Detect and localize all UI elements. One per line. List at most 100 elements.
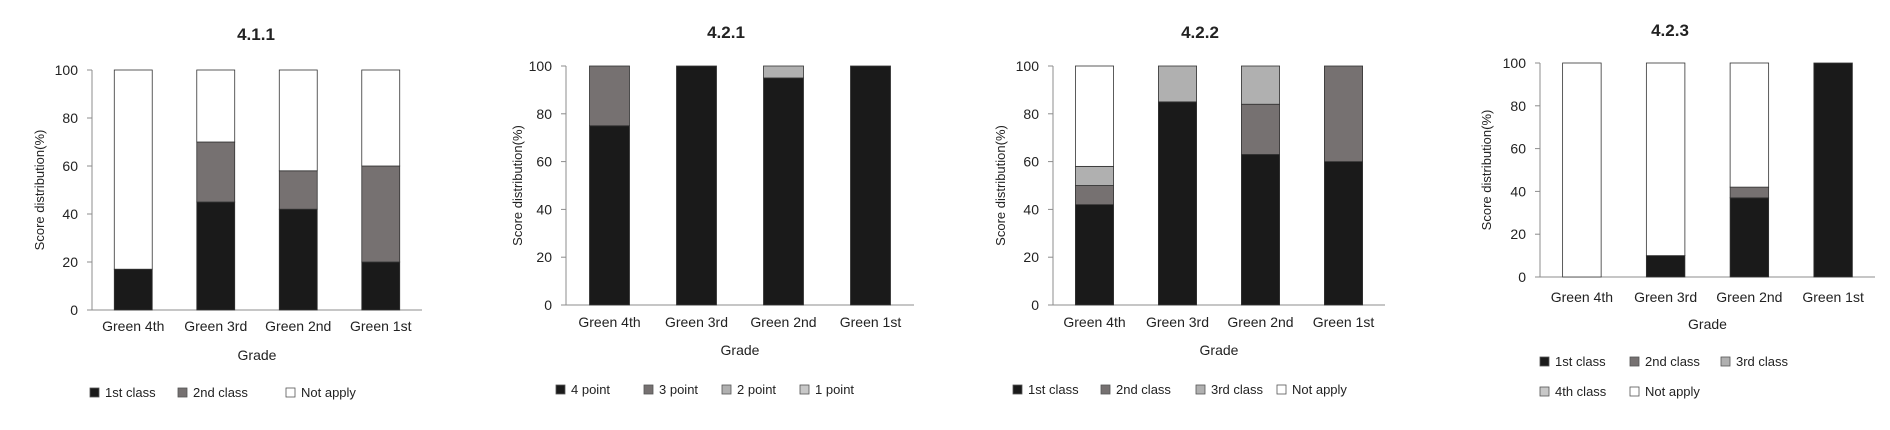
bar-segment-2nd-class: [1075, 185, 1114, 206]
y-tick-label: 60: [1023, 154, 1039, 170]
chart-title: 4.1.1: [237, 25, 275, 44]
x-tick-label: Green 1st: [840, 314, 902, 330]
x-tick-label: Green 1st: [1802, 289, 1864, 305]
y-tick-label: 60: [536, 154, 552, 170]
bar-segment-1st-class: [361, 261, 401, 311]
x-axis-label: Grade: [238, 347, 277, 363]
bar-segment-1st-class: [1645, 255, 1686, 278]
legend-label: 4th class: [1555, 384, 1607, 399]
bar-segment-1st-class: [1729, 197, 1770, 278]
legend-swatch: [1539, 356, 1550, 367]
legend-swatch: [1629, 356, 1640, 367]
legend-swatch: [1012, 384, 1023, 395]
legend-label: Not apply: [301, 385, 356, 400]
chart-title: 4.2.1: [707, 23, 745, 42]
legend-swatch: [1100, 384, 1111, 395]
y-axis-label: Score distribution(%): [993, 125, 1008, 246]
bar-segment-not-apply: [278, 69, 318, 172]
bar-segment-not-apply: [1075, 65, 1114, 167]
x-tick-label: Green 2nd: [750, 314, 816, 330]
legend-label: 2 point: [737, 382, 776, 397]
legend-label: 3rd class: [1211, 382, 1264, 397]
x-tick-label: Green 4th: [578, 314, 640, 330]
legend-swatch: [1195, 384, 1206, 395]
bar-segment-1st-class: [278, 208, 318, 311]
y-tick-label: 80: [1023, 106, 1039, 122]
y-tick-label: 40: [1023, 201, 1039, 217]
chart-4-2-3: 4.2.3 0 20 40 60 80 100 Score distribution(%) Gr…: [1479, 21, 1875, 399]
y-axis-label: Score distribution(%): [1479, 110, 1494, 231]
legend-swatch: [177, 387, 188, 398]
legend-swatch: [721, 384, 732, 395]
bar-segment-1st-class: [113, 268, 153, 311]
bar-segment-not-apply: [1562, 62, 1602, 278]
y-tick-label: 60: [1510, 141, 1526, 157]
x-tick-label: Green 4th: [102, 318, 164, 334]
bar-segment-1st-class: [1158, 101, 1197, 306]
y-tick-label: 40: [1510, 183, 1526, 199]
x-tick-label: Green 4th: [1063, 314, 1125, 330]
bar-segment-3rd-class: [1158, 65, 1197, 103]
chart-4-2-2: 4.2.2 0 20 40 60 80 100 Score distribution(%) Gr…: [993, 23, 1385, 397]
bar-segment-2nd-class: [1729, 186, 1770, 199]
legend-swatch: [89, 387, 100, 398]
bar-segment-2nd-class: [1324, 65, 1363, 162]
bar-segment-1st-class: [1241, 154, 1280, 306]
bar-segment-3rd-class: [1075, 165, 1114, 186]
bar-segment-3rd-class: [1241, 65, 1280, 105]
y-tick-label: 80: [536, 106, 552, 122]
bar-segment-1st-class: [1075, 204, 1114, 306]
y-tick-label: 20: [1023, 249, 1039, 265]
bar-segment-4-point: [589, 125, 630, 306]
x-tick-label: Green 3rd: [665, 314, 728, 330]
y-tick-label: 100: [529, 58, 553, 74]
legend-swatch: [555, 384, 566, 395]
y-axis-label: Score distribution(%): [510, 125, 525, 246]
bar-segment-4-point: [763, 77, 804, 306]
x-tick-label: Green 2nd: [1716, 289, 1782, 305]
y-tick-label: 20: [62, 254, 78, 270]
y-tick-label: 60: [62, 158, 78, 174]
chart-title: 4.2.2: [1181, 23, 1219, 42]
legend-label: 1 point: [815, 382, 854, 397]
y-tick-label: 40: [536, 201, 552, 217]
legend-swatch: [285, 387, 296, 398]
bar-segment-4-point: [676, 65, 717, 306]
y-tick-label: 80: [1510, 98, 1526, 114]
y-tick-label: 0: [1518, 269, 1526, 285]
x-tick-label: Green 2nd: [265, 318, 331, 334]
bar-segment-1st-class: [196, 201, 236, 311]
chart-title: 4.2.3: [1651, 21, 1689, 40]
legend-swatch: [1629, 386, 1640, 397]
legend-label: 1st class: [105, 385, 156, 400]
bar-segment-not-apply: [196, 69, 236, 143]
y-tick-label: 20: [1510, 226, 1526, 242]
bar-segment-1st-class: [1324, 161, 1363, 306]
y-tick-label: 100: [55, 62, 79, 78]
legend-swatch: [1539, 386, 1550, 397]
chart-4-1-1: 4.1.1 0 20 40 60 80 100 Score distribution(%) Gr…: [32, 25, 422, 400]
legend-swatch: [1720, 356, 1731, 367]
y-tick-label: 40: [62, 206, 78, 222]
x-tick-label: Green 3rd: [1634, 289, 1697, 305]
y-tick-label: 100: [1503, 55, 1527, 71]
y-axis-label: Score distribution(%): [32, 130, 47, 251]
bar-segment-2nd-class: [278, 170, 318, 210]
legend-label: 1st class: [1555, 354, 1606, 369]
chart-4-2-1: 4.2.1 0 20 40 60 80 100 Score distribution(%) Gr…: [510, 23, 914, 397]
y-tick-label: 0: [1031, 297, 1039, 313]
bar-segment-2nd-class: [361, 165, 401, 263]
bar-segment-4-point: [850, 65, 891, 306]
x-tick-label: Green 3rd: [184, 318, 247, 334]
y-tick-label: 20: [536, 249, 552, 265]
legend-label: Not apply: [1645, 384, 1700, 399]
x-tick-label: Green 4th: [1551, 289, 1613, 305]
x-axis-label: Grade: [1200, 342, 1239, 358]
x-tick-label: Green 3rd: [1146, 314, 1209, 330]
bar-segment-3-point: [589, 65, 630, 127]
bar-segment-2-point: [763, 65, 804, 79]
legend-label: 2nd class: [1116, 382, 1171, 397]
bar-segment-not-apply: [1729, 62, 1770, 188]
